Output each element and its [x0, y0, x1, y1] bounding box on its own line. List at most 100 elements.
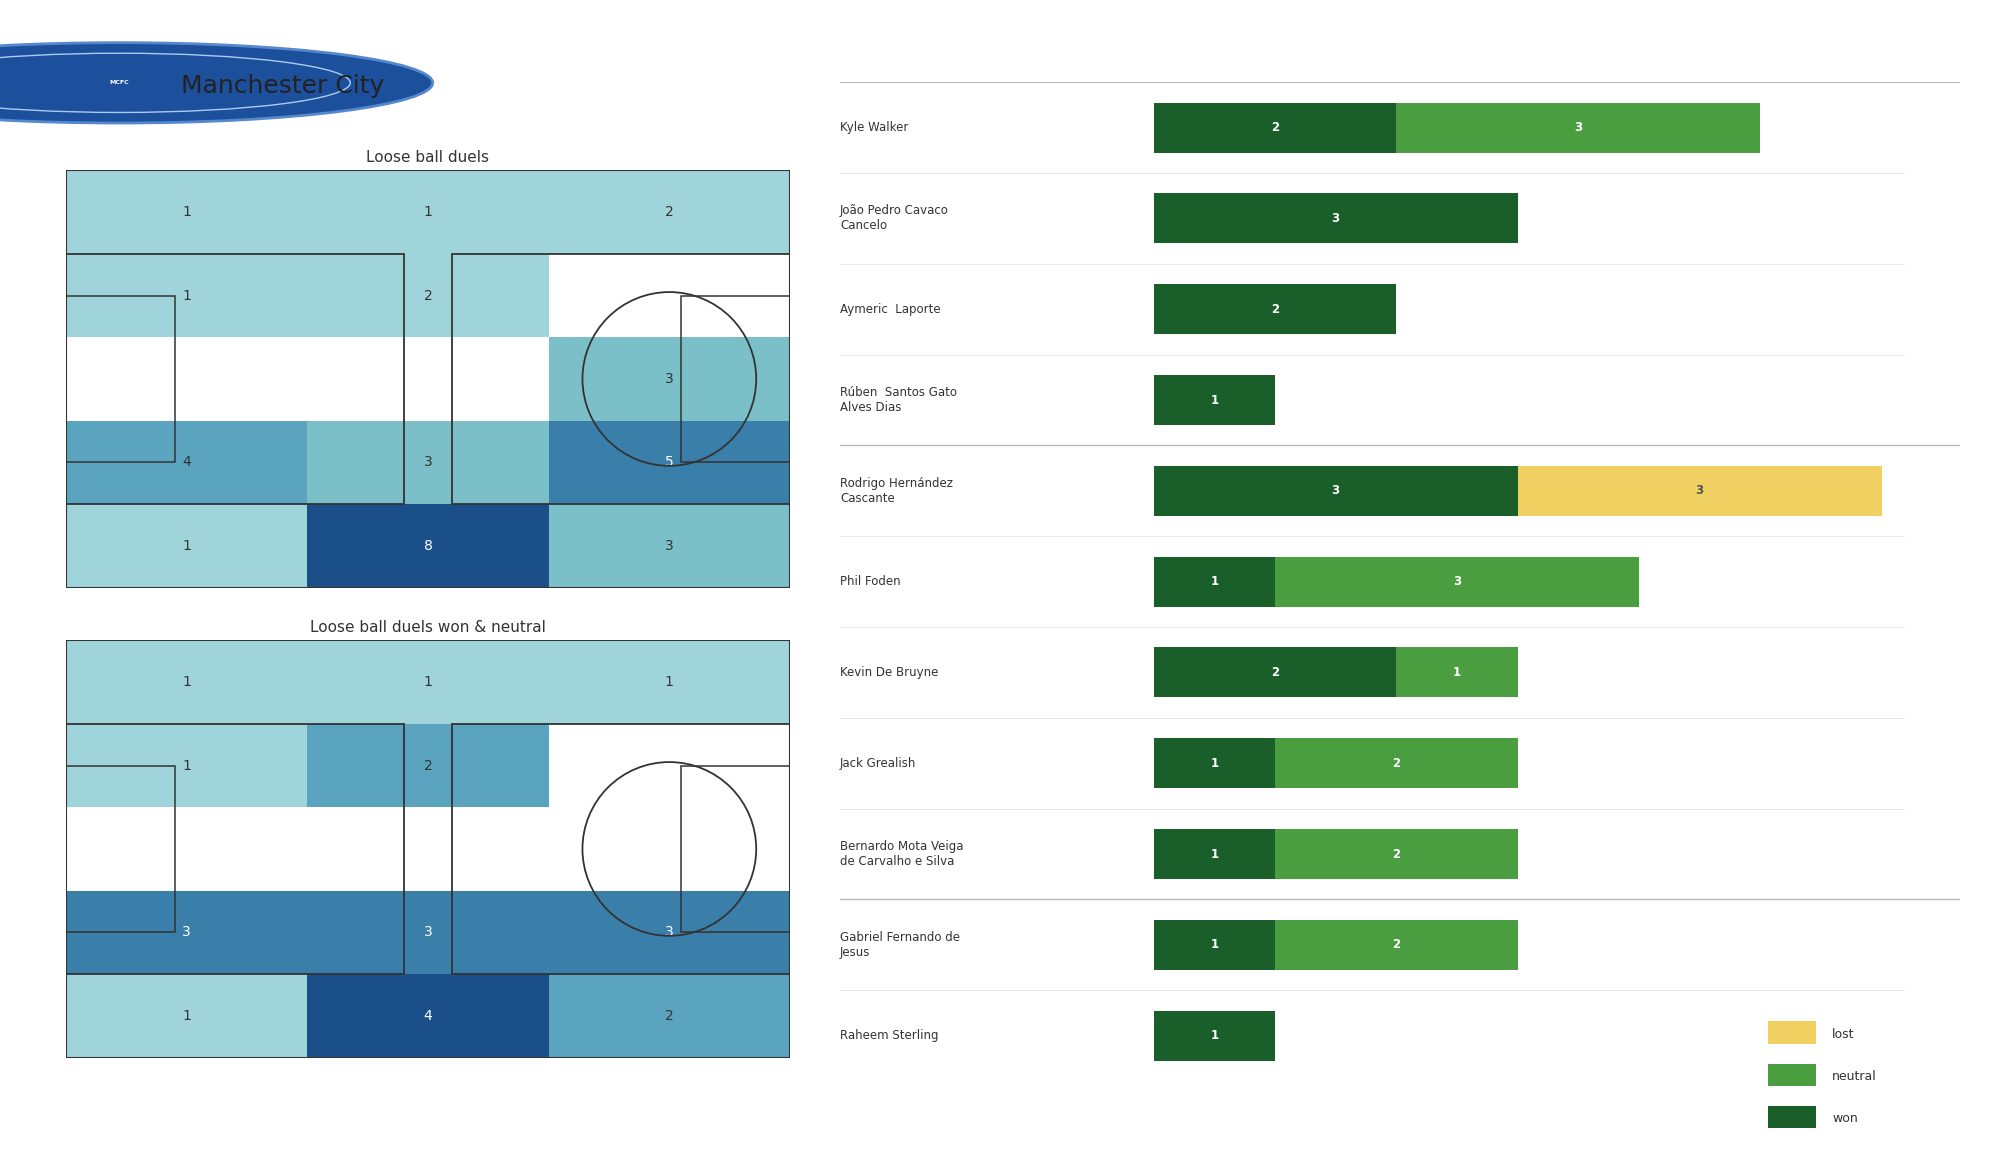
Circle shape: [0, 42, 432, 123]
Text: 1: 1: [1210, 757, 1218, 770]
Text: 3: 3: [1332, 484, 1340, 497]
Text: 4: 4: [182, 456, 192, 469]
Bar: [308, 254, 548, 337]
Bar: [308, 724, 548, 807]
Bar: [1154, 284, 1396, 334]
Bar: [1154, 375, 1274, 425]
Bar: [308, 421, 548, 504]
Bar: [66, 337, 308, 421]
Text: 3: 3: [182, 926, 192, 939]
Text: Aymeric  Laporte: Aymeric Laporte: [840, 303, 940, 316]
Bar: [548, 640, 790, 724]
Bar: [66, 766, 174, 933]
Text: Rúben  Santos Gato
Alves Dias: Rúben Santos Gato Alves Dias: [840, 387, 958, 414]
Bar: [1154, 738, 1274, 788]
Text: MCFC: MCFC: [110, 80, 130, 86]
Bar: [548, 337, 790, 421]
Text: lost: lost: [1832, 1027, 1854, 1041]
Text: 1: 1: [1210, 847, 1218, 860]
Text: Loose ball duels: Loose ball duels: [366, 149, 490, 164]
Bar: [682, 295, 790, 462]
Bar: [66, 504, 308, 588]
Text: Loose ball duels won & neutral: Loose ball duels won & neutral: [310, 619, 546, 634]
Bar: [1396, 647, 1518, 698]
Bar: [308, 504, 548, 588]
Text: 1: 1: [182, 206, 192, 219]
Text: 2: 2: [1392, 847, 1400, 860]
Bar: [66, 974, 308, 1058]
Text: neutral: neutral: [1832, 1069, 1876, 1083]
Text: 3: 3: [424, 456, 432, 469]
Text: 3: 3: [1696, 484, 1704, 497]
Bar: [1768, 1063, 1816, 1086]
Bar: [548, 724, 790, 807]
Text: 2: 2: [1392, 939, 1400, 952]
Bar: [682, 766, 790, 933]
Text: 3: 3: [1332, 212, 1340, 224]
Bar: [66, 640, 308, 724]
Text: 2: 2: [1270, 121, 1278, 134]
Text: 3: 3: [664, 539, 674, 552]
Text: 1: 1: [1452, 666, 1460, 679]
Text: 1: 1: [664, 676, 674, 689]
Text: João Pedro Cavaco
Cancelo: João Pedro Cavaco Cancelo: [840, 204, 948, 233]
Bar: [66, 295, 174, 462]
Bar: [1274, 920, 1518, 969]
Bar: [548, 891, 790, 974]
Bar: [548, 504, 790, 588]
Text: 1: 1: [182, 539, 192, 552]
Bar: [548, 421, 790, 504]
Text: 2: 2: [664, 206, 674, 219]
Bar: [66, 254, 404, 504]
Bar: [66, 170, 308, 254]
Bar: [1768, 1021, 1816, 1043]
Bar: [308, 807, 548, 891]
Text: 2: 2: [1392, 757, 1400, 770]
Bar: [1274, 830, 1518, 879]
Text: Jack Grealish: Jack Grealish: [840, 757, 916, 770]
Bar: [1154, 465, 1518, 516]
Bar: [308, 337, 548, 421]
Bar: [308, 170, 548, 254]
Text: 3: 3: [664, 372, 674, 385]
Bar: [1154, 1010, 1274, 1061]
Text: 3: 3: [664, 926, 674, 939]
Text: 2: 2: [424, 759, 432, 772]
Bar: [548, 807, 790, 891]
Text: 1: 1: [182, 289, 192, 302]
Text: 8: 8: [424, 539, 432, 552]
Text: Kyle Walker: Kyle Walker: [840, 121, 908, 134]
Text: 2: 2: [1270, 303, 1278, 316]
Bar: [1154, 194, 1518, 243]
Bar: [1274, 557, 1638, 606]
Text: Raheem Sterling: Raheem Sterling: [840, 1029, 938, 1042]
Text: Kevin De Bruyne: Kevin De Bruyne: [840, 666, 938, 679]
Text: 3: 3: [1452, 575, 1460, 589]
Bar: [66, 891, 308, 974]
Text: 1: 1: [1210, 575, 1218, 589]
Text: 1: 1: [182, 676, 192, 689]
Bar: [1154, 920, 1274, 969]
Text: 2: 2: [1270, 666, 1278, 679]
Text: 5: 5: [664, 456, 674, 469]
Text: 1: 1: [182, 759, 192, 772]
Text: won: won: [1832, 1112, 1858, 1126]
Bar: [1154, 647, 1396, 698]
Text: 1: 1: [1210, 394, 1218, 407]
Text: 1: 1: [182, 1009, 192, 1022]
Text: 3: 3: [424, 926, 432, 939]
Text: Rodrigo Hernández
Cascante: Rodrigo Hernández Cascante: [840, 477, 954, 505]
Text: Phil Foden: Phil Foden: [840, 575, 900, 589]
Bar: [548, 974, 790, 1058]
Text: 1: 1: [1210, 1029, 1218, 1042]
Text: 2: 2: [664, 1009, 674, 1022]
Bar: [308, 640, 548, 724]
Bar: [1154, 557, 1274, 606]
Bar: [66, 724, 404, 974]
Bar: [452, 254, 790, 504]
Bar: [308, 891, 548, 974]
Text: 3: 3: [1574, 121, 1582, 134]
Text: Bernardo Mota Veiga
de Carvalho e Silva: Bernardo Mota Veiga de Carvalho e Silva: [840, 840, 964, 868]
Bar: [548, 170, 790, 254]
Text: 1: 1: [424, 676, 432, 689]
